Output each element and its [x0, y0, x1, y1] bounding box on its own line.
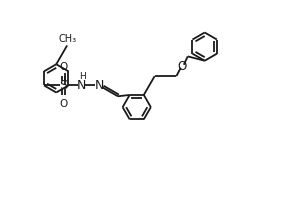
Text: S: S [59, 79, 68, 92]
Text: H: H [79, 71, 86, 81]
Text: N: N [95, 79, 104, 92]
Text: O: O [59, 99, 68, 109]
Text: O: O [59, 62, 68, 72]
Text: N: N [77, 79, 86, 92]
Text: CH₃: CH₃ [58, 35, 76, 44]
Text: O: O [177, 60, 186, 73]
